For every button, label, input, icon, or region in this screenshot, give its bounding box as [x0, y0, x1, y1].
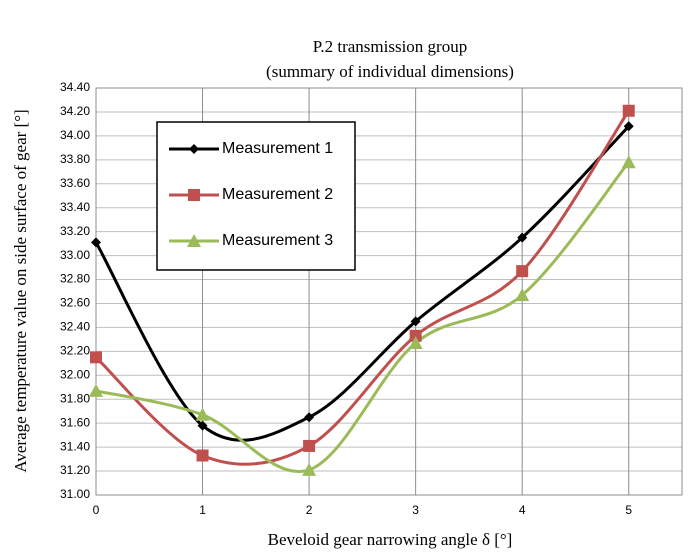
chart-subtitle: (summary of individual dimensions): [266, 62, 514, 81]
y-tick-label: 34.40: [60, 80, 90, 94]
y-tick-label: 32.20: [60, 344, 90, 358]
y-axis-label: Average temperature value on side surfac…: [11, 109, 30, 472]
marker: [197, 420, 208, 431]
y-tick-label: 32.60: [60, 296, 90, 310]
y-tick-label: 32.00: [60, 367, 90, 381]
x-tick-label: 0: [93, 503, 100, 517]
x-axis-label: Beveloid gear narrowing angle δ [°]: [268, 530, 513, 549]
y-tick-label: 32.40: [60, 320, 90, 334]
marker: [195, 407, 210, 421]
y-tick-label: 33.00: [60, 248, 90, 262]
marker: [621, 155, 636, 169]
y-tick-label: 33.80: [60, 152, 90, 166]
y-tick-label: 31.80: [60, 391, 90, 405]
y-tick-label: 32.80: [60, 272, 90, 286]
x-tick-label: 2: [306, 503, 313, 517]
y-tick-label: 34.00: [60, 128, 90, 142]
x-tick-label: 3: [412, 503, 419, 517]
y-tick-label: 31.60: [60, 415, 90, 429]
y-tick-label: 34.20: [60, 104, 90, 118]
marker: [303, 439, 316, 452]
x-tick-label: 4: [519, 503, 526, 517]
marker: [517, 232, 528, 243]
y-tick-label: 33.40: [60, 200, 90, 214]
y-tick-label: 31.20: [60, 463, 90, 477]
legend: Measurement 1 Measurement 2 Measurement 3: [156, 121, 356, 271]
marker: [187, 234, 201, 247]
marker: [189, 144, 199, 154]
marker: [302, 462, 317, 476]
series-line: [94, 125, 630, 442]
chart-title: P.2 transmission group: [313, 37, 467, 56]
marker: [516, 265, 529, 278]
marker: [90, 351, 102, 364]
y-tick-label: 33.60: [60, 176, 90, 190]
marker: [196, 449, 209, 462]
marker: [409, 329, 422, 342]
marker: [410, 316, 421, 327]
marker: [89, 383, 103, 397]
marker: [91, 237, 101, 248]
series-line: [94, 109, 630, 466]
marker: [304, 412, 315, 423]
x-tick-label: 5: [625, 503, 632, 517]
plot-frame: [95, 87, 683, 496]
marker: [622, 104, 635, 117]
marker: [515, 288, 530, 302]
y-tick-label: 33.20: [60, 224, 90, 238]
marker: [408, 335, 423, 349]
marker: [188, 189, 200, 201]
marker: [623, 121, 634, 132]
legend-label: Measurement 1: [222, 140, 333, 157]
x-tick-label: 1: [199, 503, 206, 517]
y-tick-label: 31.40: [60, 439, 90, 453]
y-tick-label: 31.00: [60, 487, 90, 501]
legend-label: Measurement 3: [222, 232, 333, 249]
legend-label: Measurement 2: [222, 186, 333, 203]
